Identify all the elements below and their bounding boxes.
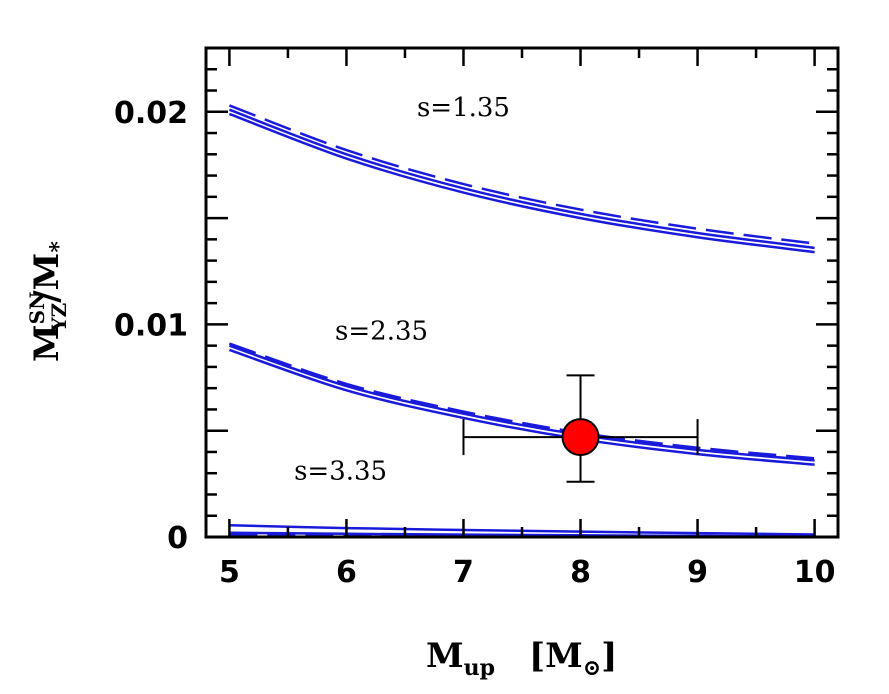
x-tick-label: 8	[570, 555, 591, 590]
series-line-4	[228, 348, 815, 466]
series-line-5	[228, 344, 815, 462]
x-tick-label: 10	[794, 555, 836, 590]
x-tick-label: 6	[336, 555, 357, 590]
x-axis-main: M	[426, 636, 464, 676]
y-axis-main: M	[27, 324, 67, 362]
y-axis-sub2: *	[46, 241, 72, 253]
x-axis-unit-sub: ⊙	[583, 655, 601, 681]
y-axis-div: /M	[27, 253, 67, 303]
x-axis-unit-close: ]	[601, 636, 617, 676]
plot-frame	[204, 46, 840, 539]
x-tick-label: 5	[219, 555, 240, 590]
tick-labels: 5 6 7 8 9 10 0 0.01 0.02	[114, 96, 835, 590]
x-axis-title: Mup [M⊙]	[426, 636, 617, 681]
y-axis-sub: YZ	[47, 303, 71, 333]
x-tick-label: 7	[453, 555, 474, 590]
series-line-2	[228, 108, 815, 250]
x-tick-label: 9	[687, 555, 708, 590]
series-line-1	[228, 112, 815, 254]
data-point	[561, 418, 600, 457]
y-tick-label: 0.01	[114, 308, 188, 343]
y-tick-label: 0	[167, 521, 188, 556]
series-annotation: s=1.35	[417, 93, 510, 123]
x-axis-unit-open: [M	[529, 636, 583, 676]
y-axis-title: MSNYZ/M*	[25, 241, 72, 362]
y-tick-label: 0.02	[114, 96, 188, 131]
annotations: s=1.35 s=2.35 s=3.35	[294, 93, 510, 487]
series-line-6	[228, 342, 815, 460]
series-annotation: s=3.35	[294, 457, 387, 487]
series-line-3	[228, 104, 815, 245]
series-annotation: s=2.35	[335, 316, 428, 346]
x-axis-sub: up	[464, 655, 495, 681]
y-axis-sup: SN	[25, 292, 49, 325]
